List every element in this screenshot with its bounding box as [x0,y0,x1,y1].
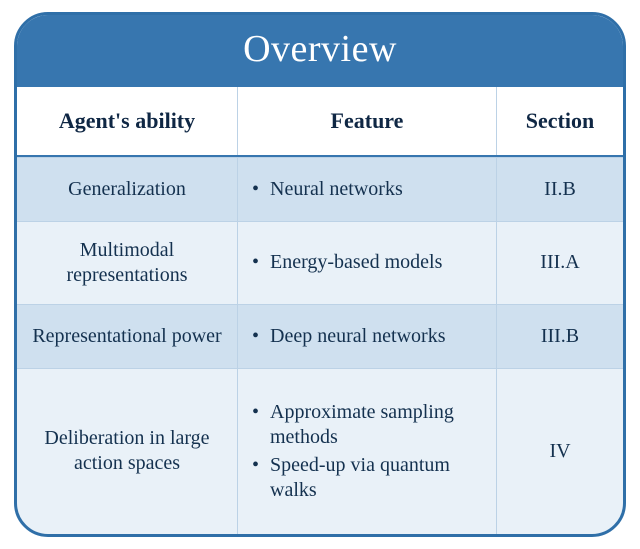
table-row: Representational power Deep neural netwo… [17,304,623,368]
feature-list: Deep neural networks [248,321,446,352]
cell-feature: Energy-based models [237,222,497,304]
overview-card: Overview Agent's ability Feature Section… [14,12,626,537]
cell-ability: Multimodal representations [17,222,237,304]
cell-section: IV [497,369,623,535]
cell-section: II.B [497,158,623,221]
feature-item: Approximate sampling methods [252,400,486,450]
cell-feature: Deep neural networks [237,305,497,368]
feature-list: Approximate sampling methods Speed-up vi… [248,397,486,506]
feature-list: Energy-based models [248,247,442,278]
overview-table: Agent's ability Feature Section Generali… [17,85,623,534]
card-title: Overview [17,15,623,85]
cell-section: III.B [497,305,623,368]
cell-ability: Representational power [17,305,237,368]
cell-feature: Approximate sampling methods Speed-up vi… [237,369,497,535]
cell-section: III.A [497,222,623,304]
cell-ability: Generalization [17,158,237,221]
col-header-feature: Feature [237,87,497,155]
table-header-row: Agent's ability Feature Section [17,85,623,157]
table-row: Multimodal representations Energy-based … [17,221,623,304]
col-header-section: Section [497,87,623,155]
feature-item: Neural networks [252,177,403,202]
table-row: Deliberation in large action spaces Appr… [17,368,623,535]
table-row: Generalization Neural networks II.B [17,157,623,221]
cell-ability: Deliberation in large action spaces [17,369,237,535]
cell-feature: Neural networks [237,158,497,221]
feature-item: Speed-up via quantum walks [252,453,486,503]
feature-item: Energy-based models [252,250,442,275]
col-header-ability: Agent's ability [17,87,237,155]
feature-item: Deep neural networks [252,324,446,349]
feature-list: Neural networks [248,174,403,205]
